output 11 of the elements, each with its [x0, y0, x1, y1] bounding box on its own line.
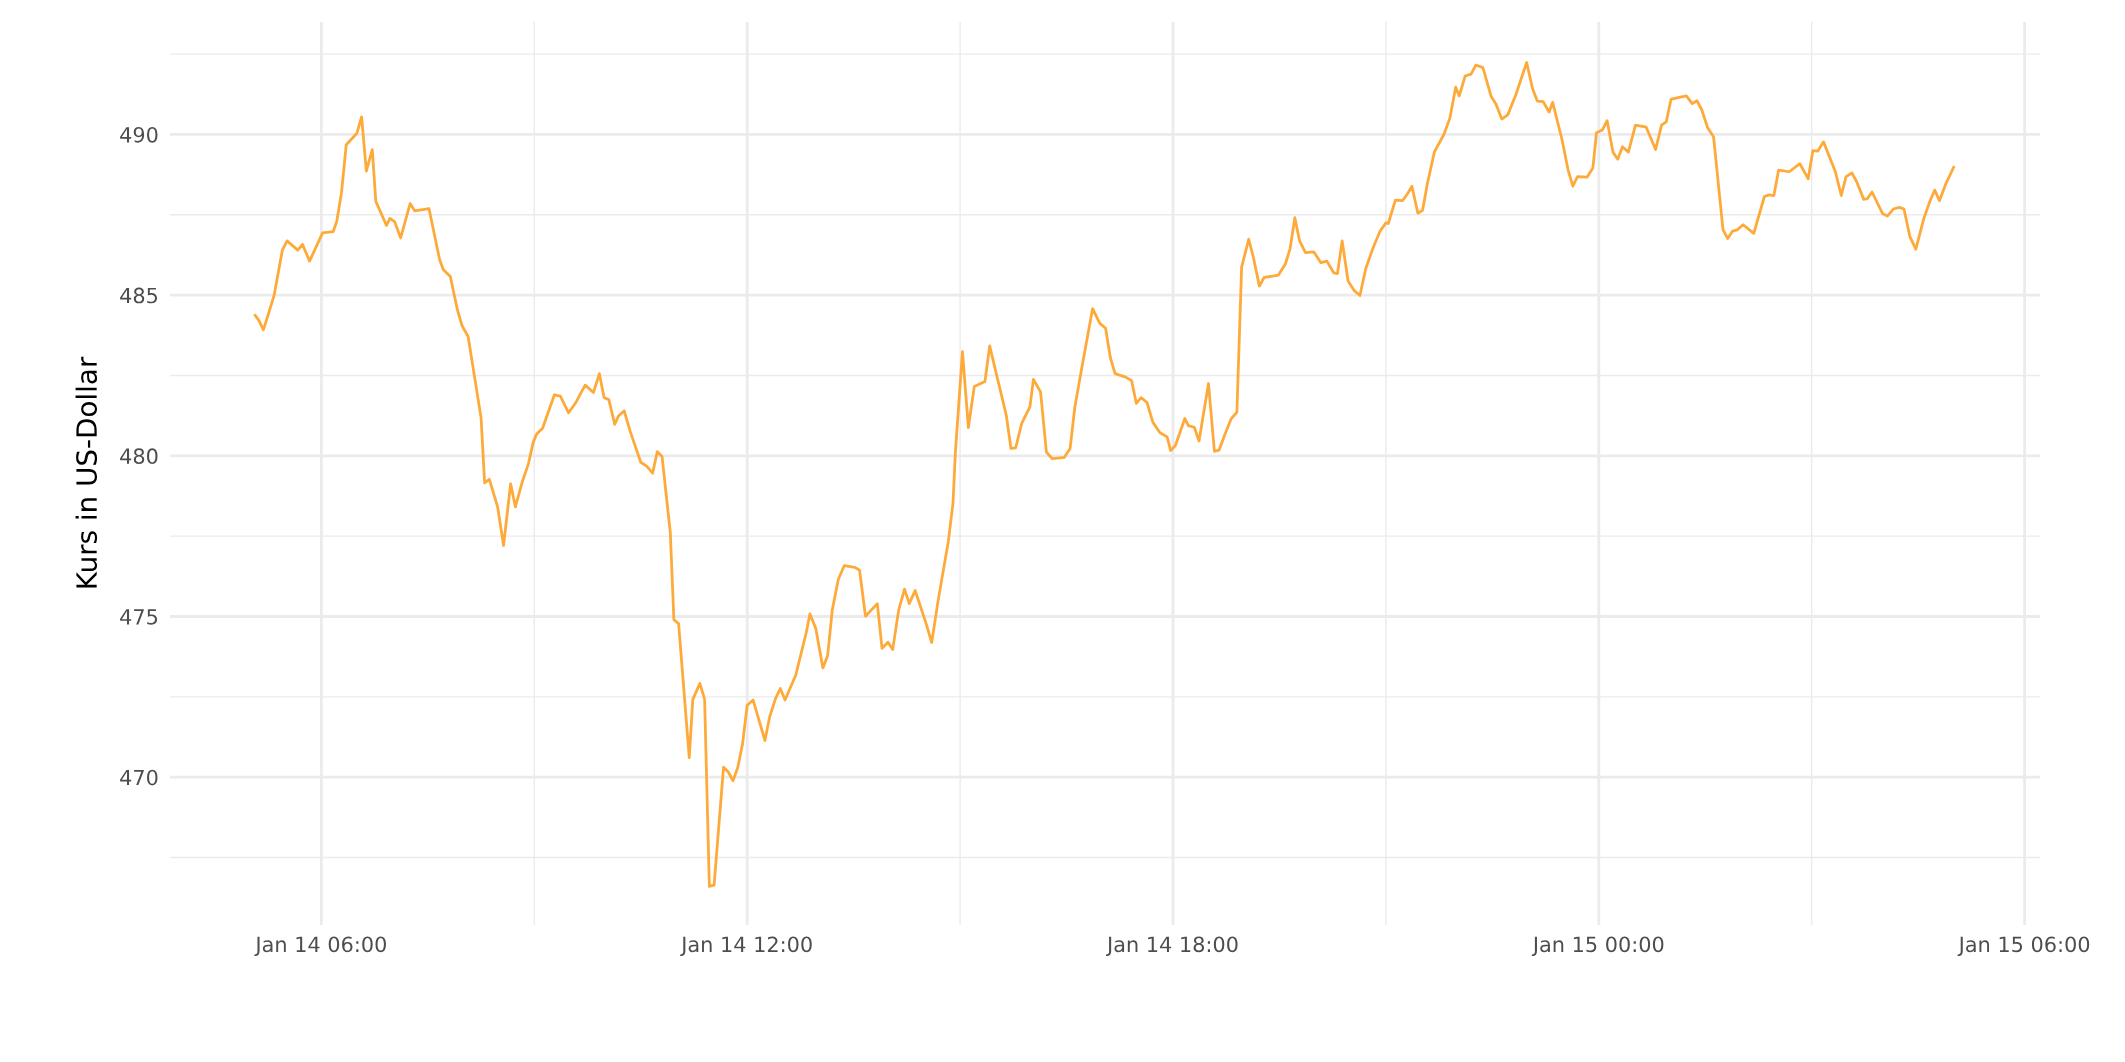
y-tick-label: 470	[120, 769, 158, 786]
y-tick-label: 480	[120, 448, 158, 465]
x-tick-label: Jan 14 06:00	[254, 936, 386, 957]
x-tick-label: Jan 15 06:00	[1957, 936, 2090, 957]
y-tick-label: 485	[120, 287, 158, 304]
x-tick-label: Jan 14 18:00	[1105, 936, 1238, 957]
x-tick-label: Jan 15 00:00	[1531, 936, 1664, 957]
x-tick-label: Jan 14 12:00	[680, 936, 812, 957]
y-tick-label: 475	[120, 609, 158, 625]
y-tick-label: 490	[120, 126, 158, 143]
y-axis-title: Kurs in US-Dollar	[75, 356, 98, 588]
